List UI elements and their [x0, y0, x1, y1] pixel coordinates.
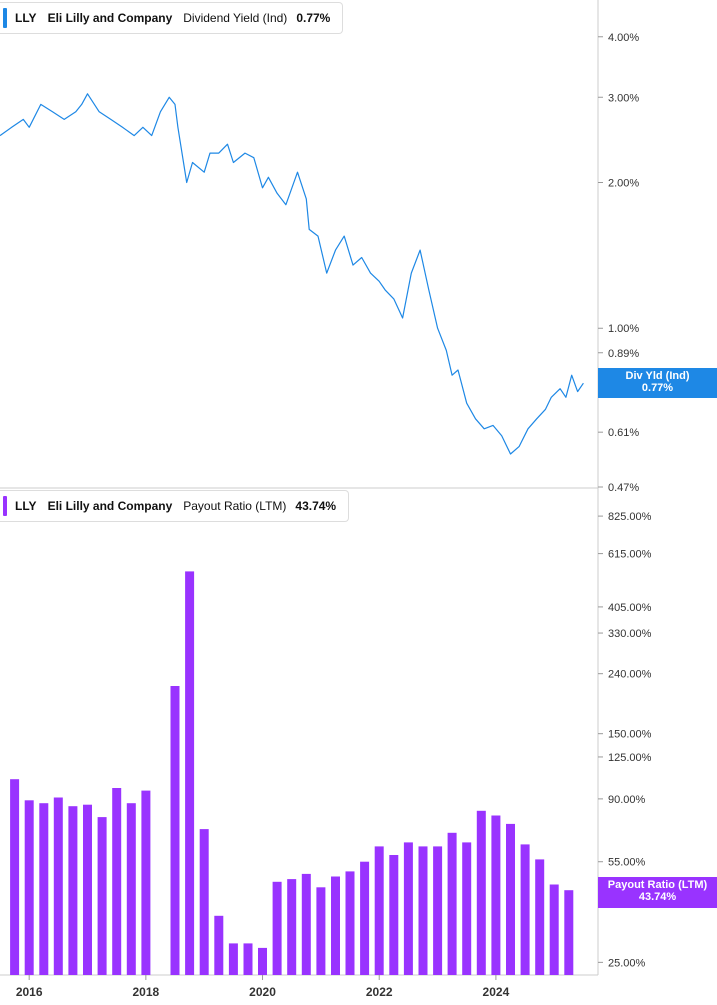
- y-tick-label: 150.00%: [608, 729, 652, 741]
- payout-bar: [112, 788, 122, 975]
- dividend-yield-line: [0, 93, 584, 455]
- flag-value: 0.77%: [641, 382, 674, 394]
- payout-bar: [272, 881, 282, 975]
- y-tick-label: 3.00%: [608, 92, 639, 104]
- payout-bar: [331, 876, 340, 975]
- payout-bar: [214, 915, 224, 975]
- payout-value-flag: Payout Ratio (LTM) 43.74%: [598, 877, 717, 908]
- payout-bar: [185, 571, 195, 975]
- payout-bar: [447, 832, 457, 975]
- payout-bar: [418, 846, 428, 975]
- payout-bar: [389, 855, 399, 975]
- payout-bar: [10, 779, 20, 975]
- y-tick-label: 615.00%: [608, 549, 652, 561]
- legend-value: 0.77%: [296, 11, 331, 25]
- payout-bar: [301, 873, 311, 975]
- y-tick-label: 125.00%: [608, 752, 652, 764]
- payout-bar: [39, 803, 49, 975]
- top-legend[interactable]: LLY Eli Lilly and Company Dividend Yield…: [0, 2, 344, 34]
- x-tick-label: 2022: [366, 985, 393, 999]
- payout-bar: [433, 846, 443, 975]
- payout-bar: [68, 806, 78, 975]
- legend-metric: Dividend Yield (Ind): [183, 11, 288, 25]
- legend-company: Eli Lilly and Company: [47, 11, 173, 25]
- payout-bar: [97, 817, 107, 975]
- y-tick-label: 4.00%: [608, 32, 639, 44]
- legend-company: Eli Lilly and Company: [47, 499, 173, 513]
- bottom-y-axis: 825.00% 615.00% 405.00% 330.00% 240.00% 150.0…: [598, 511, 652, 969]
- payout-bar: [506, 823, 515, 975]
- payout-bar: [243, 943, 253, 975]
- bottom-legend[interactable]: LLY Eli Lilly and Company Payout Ratio (…: [0, 490, 350, 522]
- y-tick-label: 25.00%: [608, 957, 646, 969]
- y-tick-label: 0.61%: [608, 427, 639, 439]
- payout-bar: [316, 887, 326, 975]
- x-tick-label: 2020: [249, 985, 276, 999]
- yield-value-flag: Div Yld (Ind) 0.77%: [598, 368, 717, 398]
- payout-bar: [287, 879, 297, 975]
- payout-bar: [462, 842, 472, 975]
- y-tick-label: 330.00%: [608, 628, 652, 640]
- x-tick-label: 2016: [16, 985, 43, 999]
- payout-bar: [53, 797, 63, 975]
- top-y-axis: 4.00% 3.00% 2.00% 1.00% 0.89% 0.61% 0.47%: [598, 32, 639, 494]
- dividend-yield-series: [0, 93, 584, 455]
- y-tick-label: 90.00%: [608, 794, 646, 806]
- payout-bar: [520, 844, 530, 975]
- legend-metric: Payout Ratio (LTM): [183, 499, 287, 513]
- payout-ratio-series: [10, 571, 574, 975]
- legend-ticker: LLY: [15, 499, 37, 513]
- payout-bar: [491, 815, 501, 975]
- y-tick-label: 405.00%: [608, 602, 652, 614]
- payout-bar: [476, 810, 486, 975]
- y-tick-label: 825.00%: [608, 511, 652, 523]
- y-tick-label: 1.00%: [608, 323, 639, 335]
- flag-label: Div Yld (Ind): [625, 370, 690, 382]
- payout-bar: [403, 842, 413, 975]
- payout-bar: [564, 890, 574, 975]
- x-tick-label: 2018: [133, 985, 160, 999]
- y-tick-label: 2.00%: [608, 178, 639, 190]
- payout-bar: [549, 884, 559, 975]
- payout-bar: [170, 686, 180, 975]
- y-tick-label: 55.00%: [608, 857, 646, 869]
- yield-legend-swatch: [3, 8, 7, 28]
- payout-bar: [24, 800, 34, 975]
- payout-bar: [141, 790, 151, 975]
- flag-value: 43.74%: [638, 891, 677, 903]
- x-tick-label: 2024: [483, 985, 510, 999]
- y-tick-label: 240.00%: [608, 669, 652, 681]
- legend-value: 43.74%: [295, 499, 337, 513]
- flag-label: Payout Ratio (LTM): [607, 879, 708, 891]
- payout-bar: [199, 829, 209, 975]
- legend-ticker: LLY: [15, 11, 37, 25]
- y-tick-label: 0.47%: [608, 482, 639, 494]
- payout-bar: [535, 859, 545, 975]
- payout-bar: [345, 871, 355, 975]
- payout-bar: [258, 947, 267, 975]
- payout-bar: [360, 861, 370, 975]
- payout-bar: [126, 803, 136, 975]
- x-axis: 2016 2018 2020 2022 2024: [16, 975, 510, 999]
- payout-bar: [83, 804, 92, 975]
- y-tick-label: 0.89%: [608, 348, 639, 360]
- payout-bar: [374, 846, 384, 975]
- payout-bar: [228, 943, 238, 975]
- payout-legend-swatch: [3, 496, 7, 516]
